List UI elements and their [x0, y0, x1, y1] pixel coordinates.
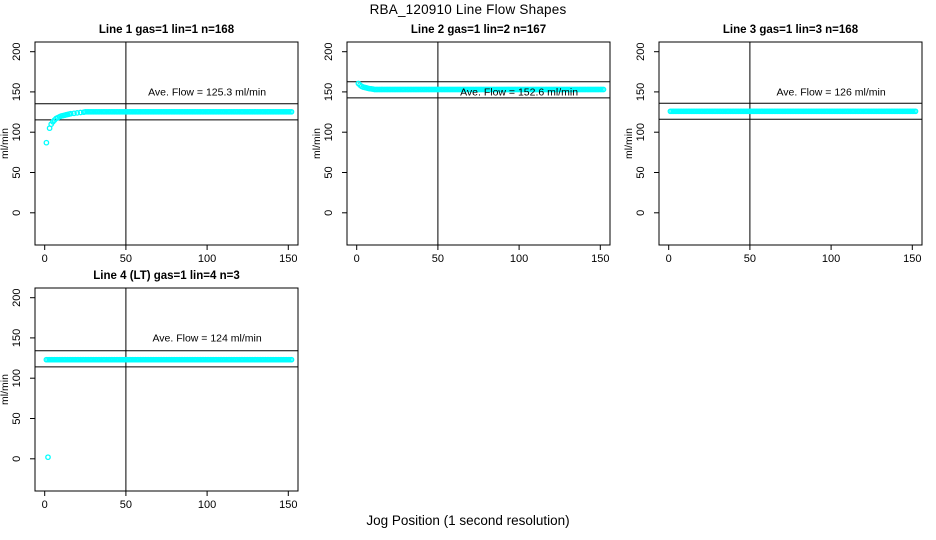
- x-tick-label: 100: [822, 253, 840, 264]
- chart-line-1: Line 1 gas=1 lin=1 n=168 0 50 100 150 0 50 100 1…: [0, 24, 299, 265]
- subplot-title: Line 1 gas=1 lin=1 n=168: [99, 24, 235, 36]
- subplot-title: Line 3 gas=1 lin=3 n=168: [723, 24, 859, 36]
- ave-flow-annotation: Ave. Flow = 124 ml/min: [152, 332, 261, 344]
- y-tick-label: 150: [635, 83, 647, 101]
- x-tick-label: 100: [510, 253, 528, 264]
- y-tick-label: 200: [323, 43, 335, 61]
- y-axis-label: ml/min: [624, 128, 635, 159]
- x-axis-ticks: 0 50 100 150: [42, 245, 297, 265]
- ave-flow-annotation: Ave. Flow = 152.6 ml/min: [460, 86, 578, 98]
- x-tick-label: 0: [666, 253, 672, 264]
- x-tick-label: 100: [198, 499, 216, 510]
- subplot-line-1: Line 1 gas=1 lin=1 n=168 0 50 100 150 0 50 100 1…: [0, 18, 312, 265]
- y-tick-label: 100: [635, 123, 647, 141]
- data-points: [43, 108, 295, 146]
- y-tick-label: 200: [11, 43, 23, 61]
- y-axis-label: ml/min: [0, 128, 11, 159]
- y-tick-label: 150: [323, 83, 335, 101]
- x-tick-label: 50: [744, 253, 756, 264]
- x-tick-label: 50: [120, 253, 132, 264]
- plot-box: [346, 41, 611, 246]
- y-tick-label: 150: [11, 329, 23, 347]
- y-axis-ticks: 0 50 100 150 200: [323, 43, 347, 216]
- x-axis-label: Jog Position (1 second resolution): [366, 513, 570, 528]
- x-tick-label: 50: [432, 253, 444, 264]
- x-tick-label: 150: [903, 253, 921, 264]
- y-tick-label: 50: [635, 166, 647, 178]
- y-tick-label: 50: [11, 412, 23, 424]
- y-tick-label: 0: [323, 210, 335, 216]
- main-title: RBA_120910 Line Flow Shapes: [369, 2, 567, 17]
- chart-line-3: Line 3 gas=1 lin=3 n=168 0 50 100 150 0 50 100 1…: [623, 24, 923, 265]
- x-axis-ticks: 0 50 100 150: [354, 245, 609, 265]
- y-axis-ticks: 0 50 100 150 200: [11, 289, 35, 462]
- subplot-line-4: Line 4 (LT) gas=1 lin=4 n=3 0 50 100 150 0 50 1…: [0, 264, 312, 511]
- x-tick-label: 0: [42, 253, 48, 264]
- plot-box: [34, 41, 299, 246]
- subplot-title: Line 2 gas=1 lin=2 n=167: [411, 24, 546, 36]
- y-tick-label: 100: [323, 123, 335, 141]
- y-tick-label: 0: [635, 210, 647, 216]
- plot-box: [34, 287, 299, 492]
- x-tick-label: 150: [591, 253, 609, 264]
- y-axis-label: ml/min: [0, 374, 11, 405]
- x-tick-label: 0: [42, 499, 48, 510]
- ave-flow-annotation: Ave. Flow = 126 ml/min: [776, 86, 885, 98]
- y-tick-label: 150: [11, 83, 23, 101]
- y-tick-label: 100: [11, 369, 23, 387]
- x-tick-label: 0: [354, 253, 360, 264]
- y-tick-label: 200: [635, 43, 647, 61]
- plot-box: [658, 41, 923, 246]
- y-tick-label: 200: [11, 289, 23, 307]
- y-tick-label: 50: [11, 166, 23, 178]
- chart-line-4: Line 4 (LT) gas=1 lin=4 n=3 0 50 100 150 0 50 1…: [0, 270, 299, 511]
- x-tick-label: 150: [279, 499, 297, 510]
- y-tick-label: 0: [11, 456, 23, 462]
- ave-flow-annotation: Ave. Flow = 125.3 ml/min: [148, 86, 266, 98]
- subplot-line-3: Line 3 gas=1 lin=3 n=168 0 50 100 150 0 50 100 1…: [623, 18, 936, 265]
- subplot-line-2: Line 2 gas=1 lin=2 n=167 0 50 100 150 0 50 100 1…: [311, 18, 624, 265]
- y-tick-label: 0: [11, 210, 23, 216]
- x-axis-ticks: 0 50 100 150: [42, 491, 297, 511]
- y-axis-ticks: 0 50 100 150 200: [11, 43, 35, 216]
- x-axis-ticks: 0 50 100 150: [666, 245, 921, 265]
- chart-line-2: Line 2 gas=1 lin=2 n=167 0 50 100 150 0 50 100 1…: [311, 24, 611, 265]
- y-tick-label: 100: [11, 123, 23, 141]
- y-tick-label: 50: [323, 166, 335, 178]
- x-tick-label: 50: [120, 499, 132, 510]
- data-points: [43, 356, 295, 461]
- x-tick-label: 150: [279, 253, 297, 264]
- data-points: [667, 108, 919, 115]
- data-points: [355, 80, 607, 93]
- x-tick-label: 100: [198, 253, 216, 264]
- y-axis-ticks: 0 50 100 150 200: [635, 43, 659, 216]
- subplot-title: Line 4 (LT) gas=1 lin=4 n=3: [93, 270, 239, 282]
- y-axis-label: ml/min: [312, 128, 323, 159]
